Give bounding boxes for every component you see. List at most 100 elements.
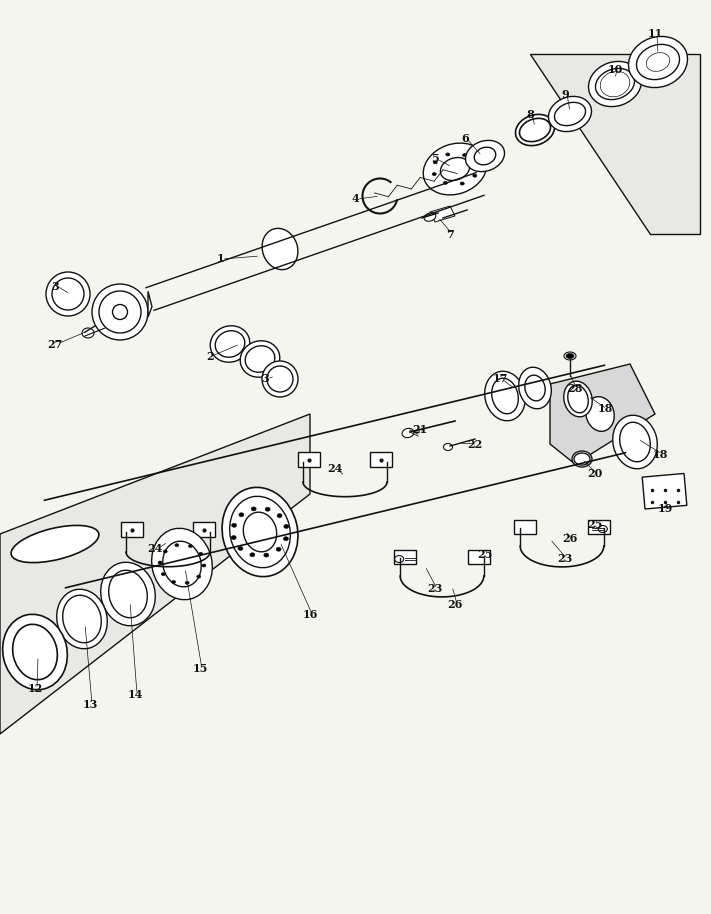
Ellipse shape xyxy=(161,573,165,576)
Bar xyxy=(298,452,320,467)
Ellipse shape xyxy=(440,157,470,180)
Ellipse shape xyxy=(446,153,450,156)
Ellipse shape xyxy=(231,536,236,539)
Ellipse shape xyxy=(230,496,290,568)
Ellipse shape xyxy=(262,361,298,397)
Ellipse shape xyxy=(564,381,592,417)
Ellipse shape xyxy=(101,562,155,626)
Ellipse shape xyxy=(92,284,148,340)
Ellipse shape xyxy=(596,69,634,100)
Ellipse shape xyxy=(13,624,58,680)
Ellipse shape xyxy=(240,341,280,377)
Text: 24: 24 xyxy=(147,544,163,555)
Ellipse shape xyxy=(284,537,289,541)
Text: 12: 12 xyxy=(28,684,43,695)
Text: 17: 17 xyxy=(492,374,508,385)
Ellipse shape xyxy=(525,375,545,401)
Ellipse shape xyxy=(277,514,282,517)
Ellipse shape xyxy=(646,53,670,71)
Polygon shape xyxy=(0,414,310,734)
Polygon shape xyxy=(530,54,700,234)
Ellipse shape xyxy=(636,45,680,80)
Text: 8: 8 xyxy=(526,109,534,120)
Text: 20: 20 xyxy=(587,469,603,480)
Text: 21: 21 xyxy=(412,423,427,434)
Ellipse shape xyxy=(589,61,641,107)
Ellipse shape xyxy=(613,415,657,469)
Ellipse shape xyxy=(112,304,127,320)
Ellipse shape xyxy=(250,553,255,557)
Ellipse shape xyxy=(444,181,447,185)
Polygon shape xyxy=(148,292,152,317)
Text: 26: 26 xyxy=(562,534,577,545)
Ellipse shape xyxy=(171,580,176,583)
Text: 14: 14 xyxy=(127,688,143,699)
Ellipse shape xyxy=(586,397,614,431)
Ellipse shape xyxy=(175,544,179,547)
Text: 25: 25 xyxy=(477,548,493,559)
Ellipse shape xyxy=(197,575,201,578)
Text: 1: 1 xyxy=(216,253,224,264)
Bar xyxy=(121,522,143,537)
Ellipse shape xyxy=(620,422,651,462)
Ellipse shape xyxy=(520,118,550,142)
Ellipse shape xyxy=(423,143,487,195)
Ellipse shape xyxy=(485,371,525,420)
Polygon shape xyxy=(550,364,655,464)
Ellipse shape xyxy=(158,561,162,564)
Text: 13: 13 xyxy=(82,698,97,709)
Ellipse shape xyxy=(265,507,270,511)
Ellipse shape xyxy=(402,429,414,438)
Text: 25: 25 xyxy=(587,518,603,529)
Ellipse shape xyxy=(82,328,94,338)
Text: 3: 3 xyxy=(261,374,269,385)
Ellipse shape xyxy=(222,487,298,577)
Ellipse shape xyxy=(238,547,243,550)
Bar xyxy=(514,520,536,534)
Ellipse shape xyxy=(473,175,477,177)
Ellipse shape xyxy=(474,147,496,165)
Text: 19: 19 xyxy=(657,504,673,515)
Ellipse shape xyxy=(11,526,99,563)
Ellipse shape xyxy=(466,141,505,172)
Text: 18: 18 xyxy=(597,403,613,415)
Ellipse shape xyxy=(232,524,237,527)
Text: 10: 10 xyxy=(607,63,623,75)
Ellipse shape xyxy=(574,453,590,465)
Bar xyxy=(642,473,687,509)
Ellipse shape xyxy=(163,541,201,587)
Ellipse shape xyxy=(215,331,245,357)
Text: 28: 28 xyxy=(567,384,583,395)
Ellipse shape xyxy=(52,278,84,310)
Bar xyxy=(370,452,392,467)
Bar xyxy=(193,522,215,537)
Ellipse shape xyxy=(492,378,518,414)
Text: 23: 23 xyxy=(427,583,443,594)
Ellipse shape xyxy=(3,614,68,690)
Text: 15: 15 xyxy=(192,664,208,675)
Ellipse shape xyxy=(164,550,167,553)
Ellipse shape xyxy=(262,228,298,270)
Ellipse shape xyxy=(564,352,576,360)
Ellipse shape xyxy=(243,512,277,552)
Ellipse shape xyxy=(245,345,274,372)
Text: 23: 23 xyxy=(557,554,572,565)
Text: 4: 4 xyxy=(351,194,359,205)
Text: 3: 3 xyxy=(51,281,59,292)
Text: 11: 11 xyxy=(648,28,663,39)
Ellipse shape xyxy=(555,102,586,125)
Ellipse shape xyxy=(63,595,101,643)
Ellipse shape xyxy=(395,556,404,562)
Ellipse shape xyxy=(46,272,90,316)
Ellipse shape xyxy=(251,507,256,511)
Text: 6: 6 xyxy=(461,133,469,144)
Bar xyxy=(588,520,610,534)
Ellipse shape xyxy=(572,451,592,467)
Ellipse shape xyxy=(460,182,464,185)
Ellipse shape xyxy=(598,526,607,533)
Ellipse shape xyxy=(188,545,193,547)
Text: 9: 9 xyxy=(561,89,569,100)
Ellipse shape xyxy=(151,528,213,600)
Ellipse shape xyxy=(444,443,452,451)
Ellipse shape xyxy=(109,570,147,618)
